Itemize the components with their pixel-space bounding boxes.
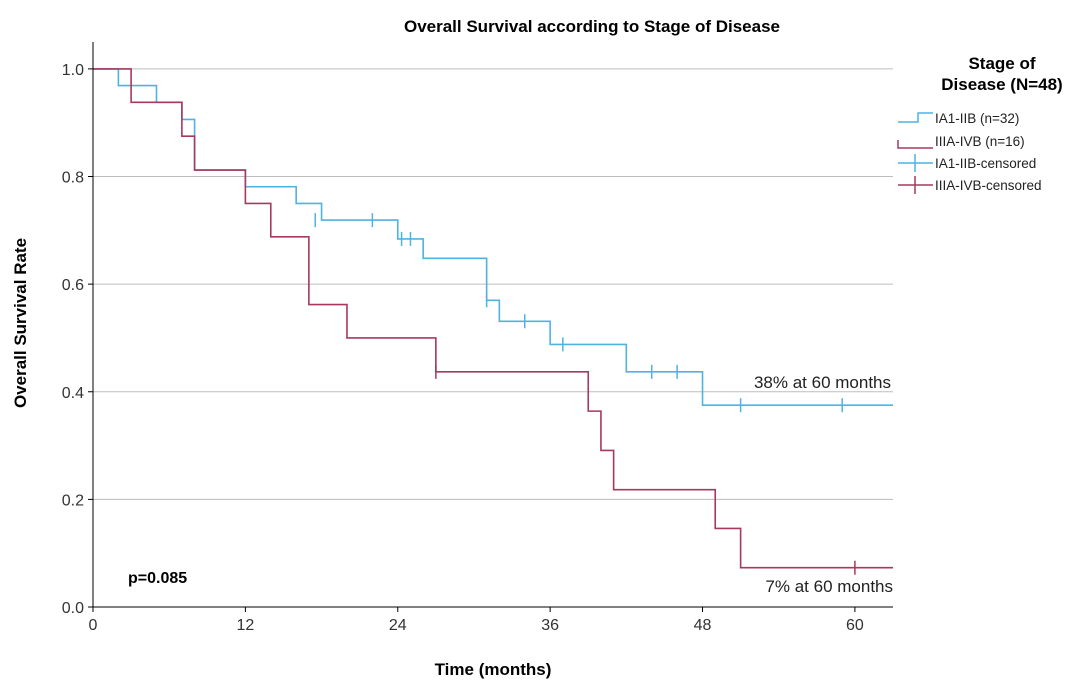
- chart-title: Overall Survival according to Stage of D…: [404, 17, 780, 36]
- x-tick-label: 36: [541, 617, 559, 634]
- legend-swatch-ia1-iib: [898, 112, 933, 123]
- y-tick-label: 0.6: [62, 277, 84, 294]
- y-tick-label: 0.0: [62, 600, 84, 617]
- y-tick-label: 1.0: [62, 62, 84, 79]
- plot-series: [93, 68, 893, 575]
- survival-curve-iiia-ivb: [93, 68, 893, 569]
- survival-curve-ia1-iib: [93, 68, 893, 407]
- annotation-ia1-iib-60m: 38% at 60 months: [754, 373, 891, 392]
- y-tick-label: 0.8: [62, 170, 84, 187]
- annotation-iiia-ivb-60m: 7% at 60 months: [765, 577, 893, 596]
- x-axis-title: Time (months): [435, 660, 552, 679]
- x-ticks: 0 12 24 36 48 60: [89, 607, 864, 634]
- y-tick-label: 0.2: [62, 492, 84, 509]
- legend-title-line-2: Disease (N=48): [941, 75, 1062, 94]
- x-tick-label: 24: [389, 617, 407, 634]
- legend: Stage of Disease (N=48) IA1-IIB (n=32) I…: [897, 54, 1063, 194]
- x-tick-label: 0: [89, 617, 98, 634]
- p-value-label: p=0.085: [128, 570, 187, 587]
- y-tick-label: 0.4: [62, 385, 84, 402]
- legend-label-iiia-ivb-censored: IIIA-IVB-censored: [935, 178, 1042, 193]
- legend-label-ia1-iib: IA1-IIB (n=32): [935, 111, 1019, 126]
- y-axis-title: Overall Survival Rate: [11, 238, 30, 408]
- x-tick-label: 60: [846, 617, 864, 634]
- legend-label-iiia-ivb: IIIA-IVB (n=16): [935, 134, 1025, 149]
- x-tick-label: 12: [236, 617, 254, 634]
- x-tick-label: 48: [694, 617, 712, 634]
- legend-title-line-1: Stage of: [968, 54, 1035, 73]
- grid: [93, 68, 893, 500]
- legend-swatch-iiia-ivb: [897, 140, 933, 149]
- legend-label-ia1-iib-censored: IA1-IIB-censored: [935, 156, 1036, 171]
- y-ticks: 0.0 0.2 0.4 0.6 0.8 1.0: [62, 62, 93, 617]
